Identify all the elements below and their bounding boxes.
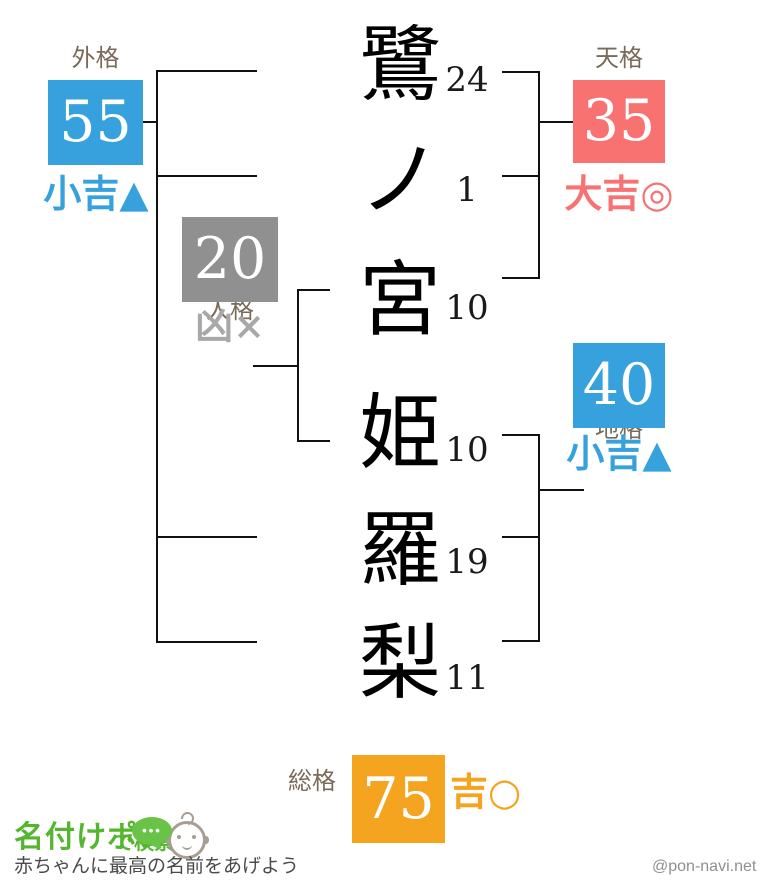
baby-eye-icon [177,835,181,839]
bracket-line [538,71,540,279]
name-char-2: ノ [358,133,441,228]
speech-bubble-icon: ••• [132,817,172,845]
bracket-line [297,440,330,442]
gaikaku-label: 外格 [71,45,120,72]
tenkaku-result: 大吉◎ [564,171,674,216]
bracket-line [502,640,538,642]
bracket-connector [253,365,297,367]
jinkaku-value-box: 20 [182,217,278,302]
stroke-count-4: 10 [445,430,489,470]
tenkaku-label: 天格 [595,45,643,72]
bracket-connector [540,489,584,491]
baby-face-icon [165,809,209,859]
name-char-4: 姫 [358,386,441,481]
bracket-line [502,434,538,436]
bracket-line [156,536,257,538]
baby-head-icon [168,821,206,859]
baby-mouth-icon [182,843,192,850]
speech-bubble-dots: ••• [142,823,162,838]
bracket-line [297,289,330,291]
stroke-count-6: 11 [445,658,489,698]
soukaku-label: 総格 [288,768,336,795]
stroke-count-2: 1 [456,170,478,210]
bracket-line [502,277,538,279]
bracket-line [156,70,158,643]
name-char-5: 羅 [358,503,441,598]
bracket-line [297,289,299,442]
bracket-line [502,536,538,538]
baby-ear-icon [203,836,209,844]
jinkaku-result: 凶× [195,303,265,348]
site-credit: @pon-navi.net [652,858,757,875]
tagline: 赤ちゃんに最高の名前をあげよう [14,856,300,877]
bracket-connector [143,121,156,123]
name-char-6: 梨 [358,616,441,711]
stroke-count-5: 19 [445,542,489,582]
bracket-line [538,434,540,642]
bracket-line [156,175,257,177]
bracket-line [156,70,257,72]
chikaku-value-box: 40 [573,343,665,428]
gaikaku-result: 小吉▲ [43,171,149,216]
tenkaku-value-box: 35 [573,80,665,163]
stroke-count-3: 10 [445,288,489,328]
chikaku-result: 小吉▲ [566,431,672,476]
gaikaku-value-box: 55 [48,80,143,165]
baby-eye-icon [192,835,196,839]
soukaku-result: 吉○ [450,769,522,814]
name-char-3: 宮 [358,253,441,348]
stroke-count-1: 24 [445,60,489,100]
name-char-1: 鷺 [358,18,441,113]
soukaku-value-box: 75 [352,755,445,843]
bracket-connector [540,121,573,123]
bracket-line [502,71,538,73]
bracket-line [502,175,538,177]
bracket-line [156,641,257,643]
